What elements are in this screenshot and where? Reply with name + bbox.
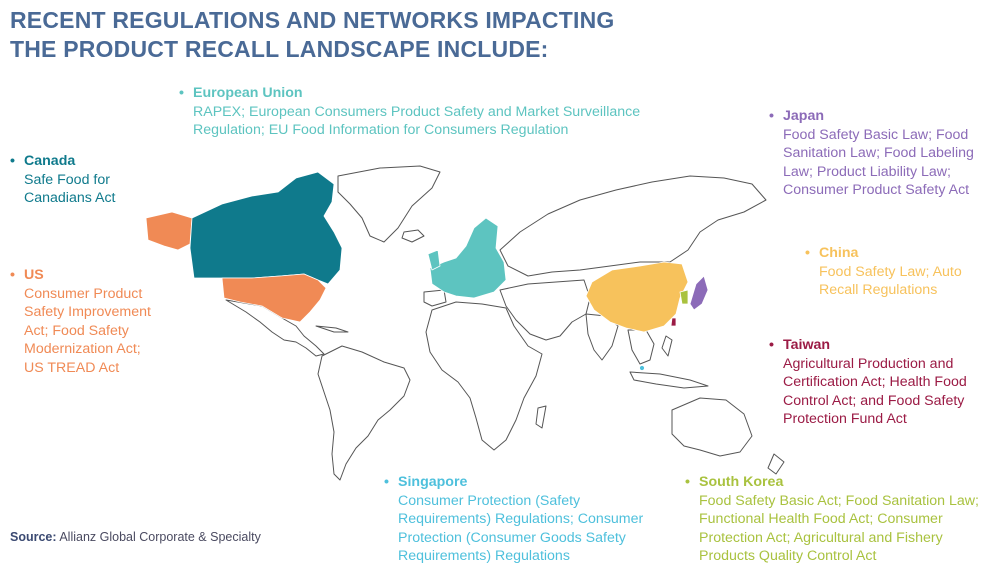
callout-taiwan-name: • Taiwan (769, 336, 967, 355)
taiwan-shape (670, 317, 677, 327)
callout-canada-name: • Canada (10, 152, 116, 171)
callout-european-union-line-2: Regulation; EU Food Information for Cons… (193, 122, 569, 139)
callout-south-korea-line-1: Food Safety Basic Act; Food Sanitation L… (699, 492, 979, 509)
russia-shape (499, 175, 767, 277)
callout-taiwan: • Taiwan Agricultural Production and Cer… (769, 336, 967, 429)
callout-singapore-title: Singapore (398, 474, 468, 490)
bullet-icon: • (10, 267, 15, 283)
callout-taiwan-line-1: Agricultural Production and (783, 355, 954, 372)
callout-european-union-line-1: RAPEX; European Consumers Product Safety… (193, 103, 641, 120)
source-label: Source: (10, 530, 57, 544)
caribbean-shape (315, 325, 349, 333)
callout-china-title: China (819, 245, 859, 261)
callout-european-union-title: European Union (193, 85, 303, 101)
callout-singapore: • Singapore Consumer Protection (Safety … (384, 473, 644, 566)
callout-south-korea-line-3: Protection Act; Agricultural and Fishery (699, 529, 943, 546)
south-america-shape (317, 345, 411, 481)
callout-taiwan-line-3: Control Act; and Food Safety (783, 392, 965, 409)
japan-shape (689, 275, 709, 311)
philippines-shape (661, 335, 673, 357)
middle-east-shape (499, 279, 591, 341)
bullet-icon: • (769, 108, 774, 124)
callout-taiwan-title: Taiwan (783, 337, 831, 353)
uk-shape (427, 249, 441, 271)
bullet-icon: • (805, 245, 810, 261)
source-text: Allianz Global Corporate & Specialty (59, 530, 261, 544)
callout-china-line-2: Recall Regulations (819, 282, 938, 299)
callout-us-line-1: Consumer Product (24, 285, 143, 302)
page-title: RECENT REGULATIONS AND NETWORKS IMPACTIN… (10, 6, 650, 64)
callout-japan-line-2: Sanitation Law; Food Labeling (783, 145, 974, 162)
callout-singapore-line-3: Protection (Consumer Goods Safety (398, 529, 626, 546)
callout-japan-name: • Japan (769, 107, 974, 126)
callout-us-line-5: US TREAD Act (24, 359, 120, 376)
alaska-shape (145, 211, 193, 251)
callout-taiwan-line-4: Protection Fund Act (783, 411, 907, 428)
africa-shape (425, 301, 543, 451)
eu-shape (429, 217, 507, 299)
callout-japan-title: Japan (783, 108, 825, 124)
china-shape (585, 261, 689, 333)
callout-japan-line-1: Food Safety Basic Law; Food (783, 126, 969, 143)
greenland-shape (337, 165, 441, 243)
callout-taiwan-line-2: Certification Act; Health Food (783, 374, 967, 391)
iberia-shape (423, 289, 447, 307)
callout-us-name: • US (10, 266, 151, 285)
callout-us: • US Consumer Product Safety Improvement… (10, 266, 151, 378)
callout-china: • China Food Safety Law; Auto Recall Reg… (805, 244, 962, 300)
callout-japan: • Japan Food Safety Basic Law; Food Sani… (769, 107, 974, 200)
callout-singapore-name: • Singapore (384, 473, 643, 492)
callout-south-korea-title: South Korea (699, 474, 784, 490)
callout-china-name: • China (805, 244, 962, 263)
title-line-1: RECENT REGULATIONS AND NETWORKS IMPACTIN… (10, 7, 615, 33)
callout-south-korea: • South Korea Food Safety Basic Act; Foo… (685, 473, 979, 566)
callout-south-korea-name: • South Korea (685, 473, 979, 492)
callout-china-line-1: Food Safety Law; Auto (819, 263, 962, 280)
callout-european-union: • European Union RAPEX; European Consume… (179, 84, 641, 140)
bullet-icon: • (10, 153, 15, 169)
callout-european-union-name: • European Union (179, 84, 640, 103)
indonesia-shape (629, 371, 709, 389)
callout-canada-line-2: Canadians Act (24, 190, 116, 207)
bullet-icon: • (179, 85, 184, 101)
bullet-icon: • (685, 474, 690, 490)
madagascar-shape (535, 405, 547, 429)
callout-south-korea-line-4: Products Quality Control Act (699, 548, 877, 565)
callout-singapore-line-2: Requirements) Regulations; Consumer (398, 511, 644, 528)
southeast-asia-shape (627, 329, 655, 365)
title-line-2: THE PRODUCT RECALL LANDSCAPE INCLUDE: (10, 36, 549, 62)
canada-shape (189, 171, 343, 285)
callout-singapore-line-4: Requirements) Regulations (398, 548, 570, 565)
bullet-icon: • (384, 474, 389, 490)
australia-shape (671, 397, 753, 457)
mexico-shape (225, 299, 325, 357)
callout-japan-line-4: Consumer Product Safety Act (783, 182, 970, 199)
bullet-icon: • (769, 337, 774, 353)
singapore-marker (639, 365, 645, 371)
new-zealand-shape (767, 453, 785, 475)
callout-canada-title: Canada (24, 153, 76, 169)
callout-canada-line-1: Safe Food for (24, 171, 110, 188)
callout-japan-line-3: Law; Product Liability Law; (783, 163, 951, 180)
source-note: Source: Allianz Global Corporate & Speci… (10, 530, 261, 544)
callout-singapore-line-1: Consumer Protection (Safety (398, 492, 581, 509)
callout-canada: • Canada Safe Food for Canadians Act (10, 152, 116, 208)
callout-us-line-2: Safety Improvement (24, 304, 151, 321)
callout-us-line-4: Modernization Act; (24, 341, 141, 358)
us-shape (221, 273, 327, 323)
iceland-shape (401, 229, 425, 243)
callout-south-korea-line-2: Functional Health Food Act; Consumer (699, 511, 943, 528)
south-korea-shape (679, 289, 689, 305)
callout-us-title: US (24, 267, 44, 283)
callout-us-line-3: Act; Food Safety (24, 322, 129, 339)
